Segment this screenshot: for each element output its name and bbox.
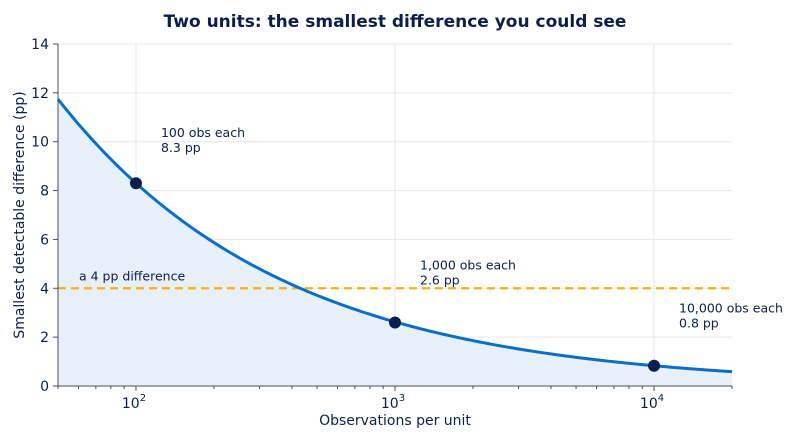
data-point-marker <box>648 359 661 372</box>
x-tick-label: 102 <box>122 393 146 412</box>
marker-label-value: 2.6 pp <box>420 272 460 287</box>
y-tick-label: 10 <box>31 135 49 151</box>
y-tick-label: 6 <box>40 232 49 248</box>
y-tick-label: 4 <box>40 281 49 297</box>
axis-layer: 0 2 4 6 8 10 12 14 102 103 104 <box>31 37 733 412</box>
data-point-marker <box>389 316 401 329</box>
y-tick-label: 14 <box>31 37 49 53</box>
x-axis-label: Observations per unit <box>319 413 471 429</box>
y-axis-label: Smallest detectable difference (pp) <box>12 91 28 338</box>
x-tick-label: 104 <box>640 393 664 412</box>
marker-layer <box>129 177 661 372</box>
marker-label-value: 0.8 pp <box>679 316 719 331</box>
x-tick-label: 103 <box>381 393 405 412</box>
y-tick-label: 12 <box>31 86 49 102</box>
marker-label-count: 100 obs each <box>161 125 245 140</box>
marker-label-value: 8.3 pp <box>161 140 201 155</box>
data-point-marker <box>129 177 142 190</box>
marker-label-count: 1,000 obs each <box>420 257 516 272</box>
curve-area-fill <box>58 99 732 386</box>
y-tick-label: 0 <box>40 379 49 395</box>
y-tick-label: 8 <box>40 184 49 200</box>
chart-title: Two units: the smallest difference you c… <box>164 12 627 32</box>
marker-label-count: 10,000 obs each <box>679 301 783 316</box>
y-tick-label: 2 <box>40 330 49 346</box>
area-layer <box>58 99 732 386</box>
threshold-label: a 4 pp difference <box>79 268 185 283</box>
